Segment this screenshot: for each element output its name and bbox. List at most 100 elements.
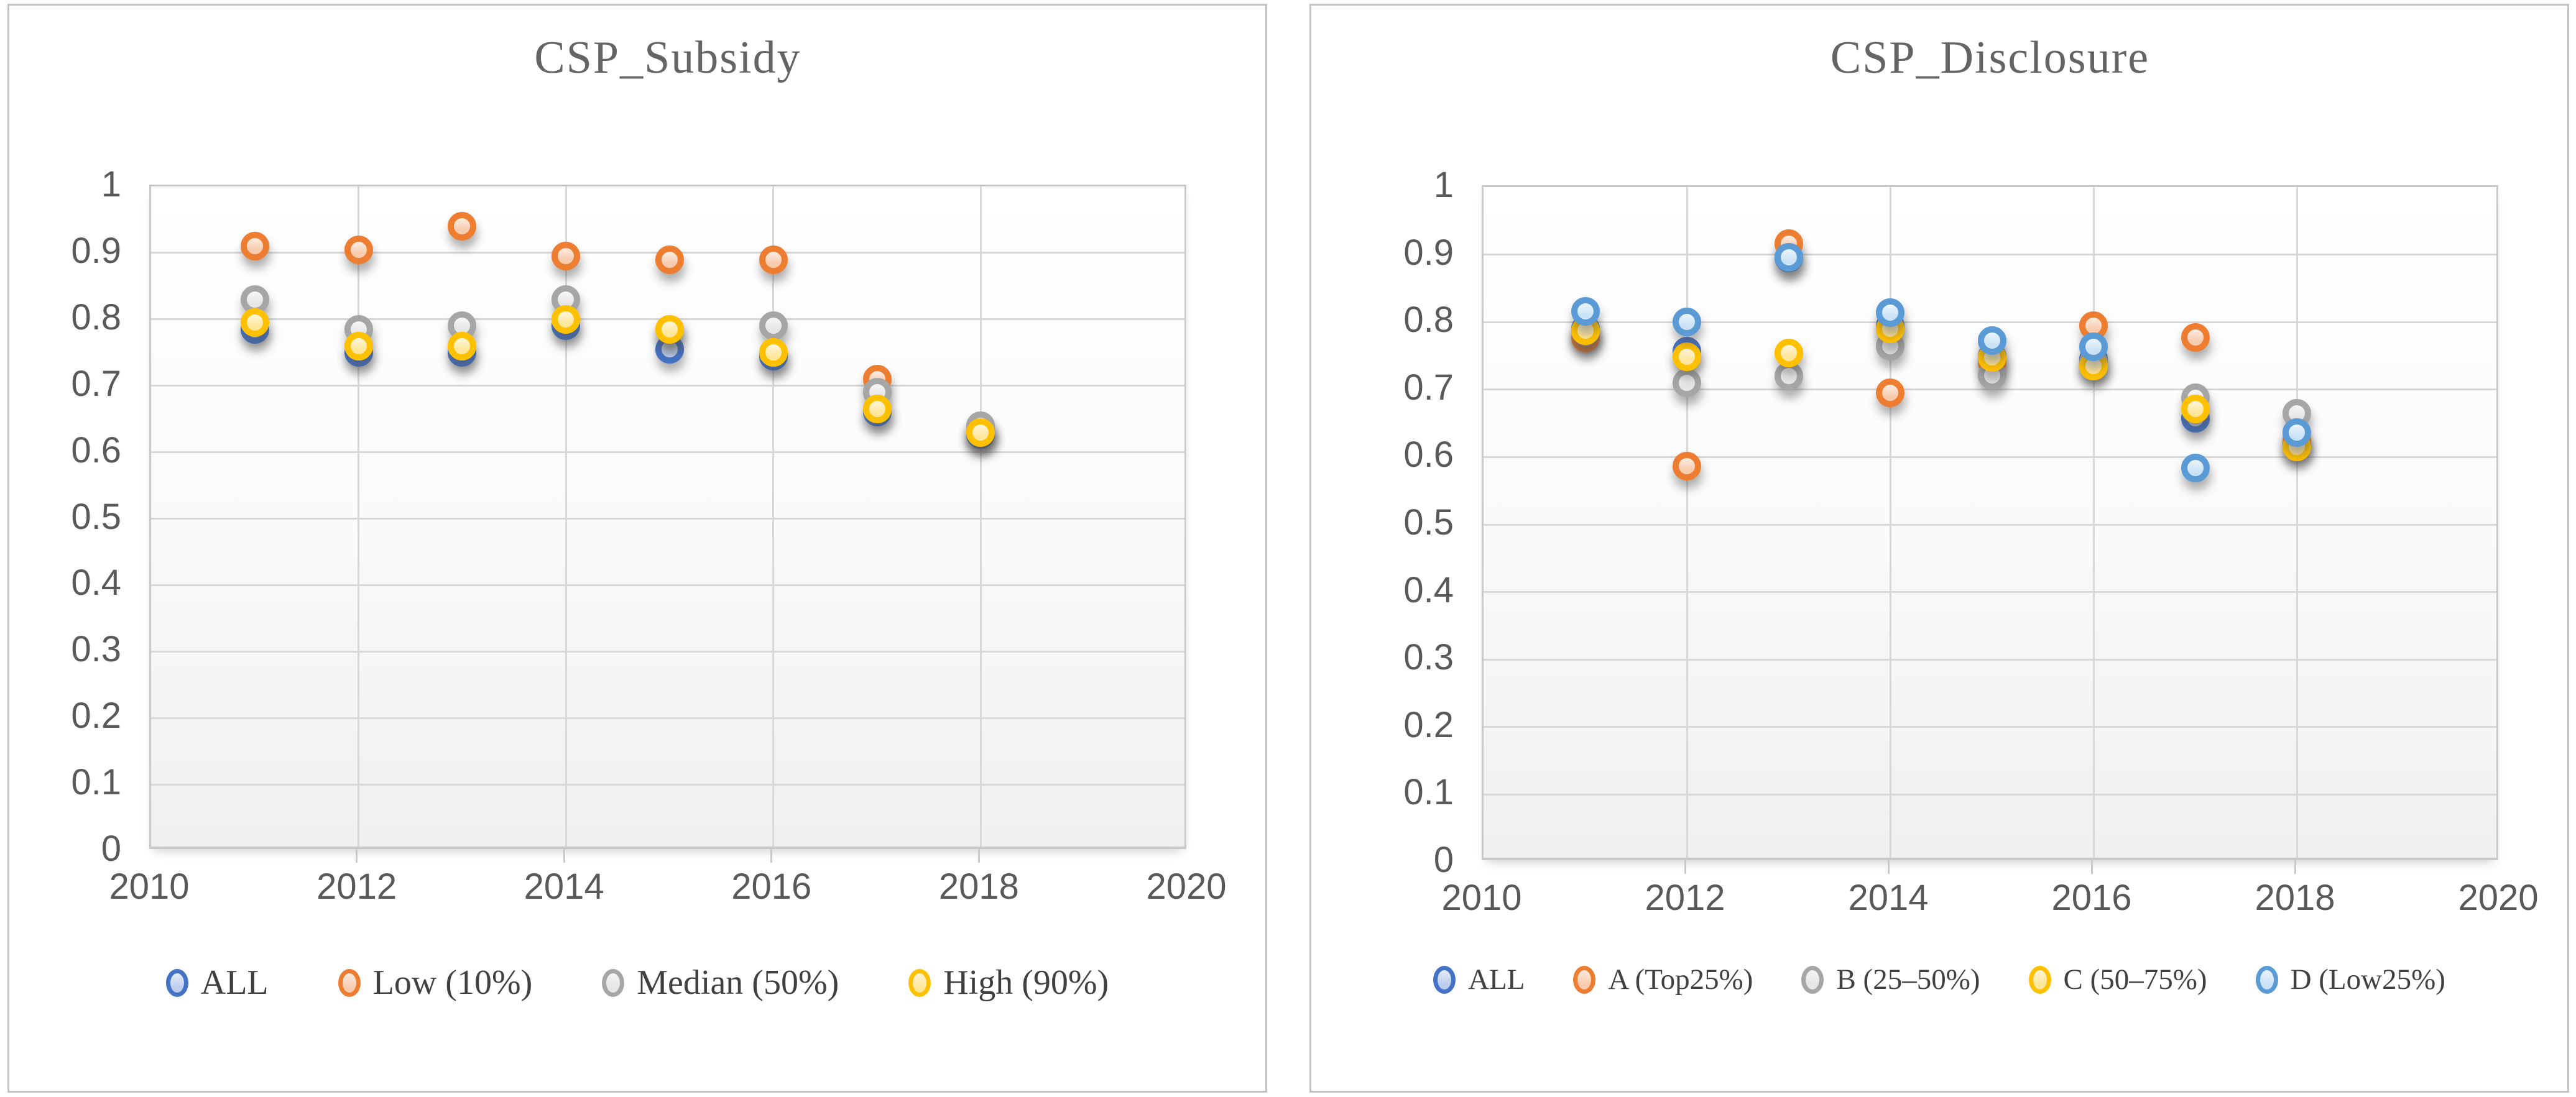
data-point-marker (2079, 333, 2108, 362)
gridline-v (358, 186, 360, 847)
plot-area (149, 185, 1186, 849)
axis-tick (563, 849, 565, 863)
gridline-h (151, 783, 1184, 786)
x-tick-label: 2018 (938, 866, 1019, 907)
y-tick-label: 0.8 (1403, 300, 1454, 341)
gridline-h (151, 451, 1184, 454)
legend-item: ALL (165, 963, 269, 1003)
gridline-v (979, 186, 982, 847)
data-point-marker (2181, 395, 2210, 424)
data-point-marker (1774, 339, 1803, 368)
gridline-h (1484, 456, 2496, 458)
chart-title: CSP_Disclosure (1830, 32, 2150, 83)
data-point-marker (1876, 379, 1904, 408)
x-tick-label: 2018 (2255, 878, 2335, 918)
legend-item: B (25–50%) (1801, 963, 1980, 996)
y-tick-label: 0.6 (1403, 434, 1454, 475)
legend-marker-icon (908, 968, 931, 997)
legend-label: Median (50%) (637, 963, 839, 1002)
gridline-h (1484, 591, 2496, 594)
y-tick-label: 0.5 (71, 496, 121, 537)
data-point-marker (1774, 362, 1803, 391)
axis-tick (1684, 860, 1686, 874)
legend-marker-icon (1801, 965, 1824, 994)
legend-item: A (Top25%) (1573, 963, 1753, 996)
axis-tick (770, 849, 773, 863)
gridline-h (1484, 254, 2496, 256)
legend-marker-icon (165, 968, 188, 997)
y-tick-label: 0.9 (71, 230, 121, 271)
y-tick-label: 0.1 (71, 762, 121, 803)
data-point-marker (1673, 368, 1701, 397)
gridline-v (1686, 187, 1688, 858)
y-tick-label: 0.5 (1403, 502, 1454, 543)
data-point-marker (1571, 296, 1600, 326)
y-tick-label: 0.7 (1403, 367, 1454, 408)
chart-legend: ALL A (Top25%) B (25–50%) C (50–75%) D (Low2… (1311, 963, 2567, 996)
x-tick-label: 2012 (1645, 878, 1725, 918)
data-point-marker (1673, 308, 1701, 337)
data-point-marker (966, 418, 995, 447)
gridline-h (1484, 321, 2496, 323)
y-tick-label: 0.6 (71, 429, 121, 470)
y-tick-label: 0.3 (71, 629, 121, 670)
gridline-v (2296, 187, 2298, 858)
gridline-h (1484, 658, 2496, 661)
x-tick-label: 2014 (524, 866, 604, 907)
legend-marker-icon (2255, 965, 2278, 994)
y-tick-label: 0.7 (71, 363, 121, 404)
legend-item: Low (10%) (338, 963, 533, 1003)
chart-title: CSP_Subsidy (534, 32, 801, 83)
legend-label: C (50–75%) (2063, 963, 2207, 996)
data-point-marker (2181, 453, 2210, 482)
gridline-h (1484, 523, 2496, 526)
data-point-marker (448, 212, 477, 241)
legend-label: Low (10%) (372, 963, 533, 1002)
y-tick-label: 0.8 (71, 296, 121, 337)
axis-tick (356, 849, 358, 863)
data-point-marker (1876, 298, 1904, 327)
axis-tick (977, 849, 980, 863)
data-point-marker (759, 338, 788, 367)
y-tick-label: 0.9 (1403, 232, 1454, 273)
gridline-h (151, 584, 1184, 586)
legend-label: D (Low25%) (2290, 963, 2445, 996)
gridline-v (1889, 187, 1891, 858)
gridline-h (1484, 793, 2496, 796)
legend-item: Median (50%) (602, 963, 839, 1003)
data-point-marker (759, 245, 788, 274)
x-tick-label: 2014 (1848, 878, 1929, 918)
chart-panel-disclosure: CSP_Disclosure ALL A (Top25%) B (25–50%) C … (1309, 4, 2569, 1093)
chart-legend: ALL Low (10%) Median (50%) High (90%) (9, 963, 1265, 1003)
y-tick-label: 0 (1433, 840, 1454, 880)
gridline-h (1484, 726, 2496, 728)
gridline-h (151, 385, 1184, 387)
chart-panel-subsidy: CSP_Subsidy ALL Low (10%) Median (50%) High… (7, 4, 1267, 1093)
data-point-marker (655, 314, 684, 344)
data-point-marker (448, 331, 477, 360)
y-tick-label: 0.4 (1403, 569, 1454, 610)
legend-item: ALL (1433, 963, 1525, 996)
data-point-marker (1673, 451, 1701, 480)
x-tick-label: 2020 (2458, 878, 2539, 918)
data-point-marker (2181, 323, 2210, 352)
y-tick-label: 0.1 (1403, 772, 1454, 813)
legend-label: A (Top25%) (1608, 963, 1753, 996)
legend-label: ALL (200, 963, 269, 1002)
gridline-v (565, 186, 567, 847)
x-tick-label: 2020 (1146, 866, 1227, 907)
legend-marker-icon (1573, 965, 1596, 994)
axis-tick (2294, 860, 2296, 874)
data-point-marker (1977, 326, 2006, 355)
legend-marker-icon (1433, 965, 1456, 994)
plot-area (1482, 185, 2498, 860)
y-tick-label: 1 (1433, 165, 1454, 205)
y-tick-label: 0 (101, 828, 121, 869)
y-tick-label: 0.3 (1403, 637, 1454, 678)
data-point-marker (240, 308, 269, 337)
y-tick-label: 1 (101, 164, 121, 204)
gridline-h (151, 518, 1184, 520)
data-point-marker (240, 232, 269, 261)
legend-item: D (Low25%) (2255, 963, 2445, 996)
gridline-h (151, 717, 1184, 719)
